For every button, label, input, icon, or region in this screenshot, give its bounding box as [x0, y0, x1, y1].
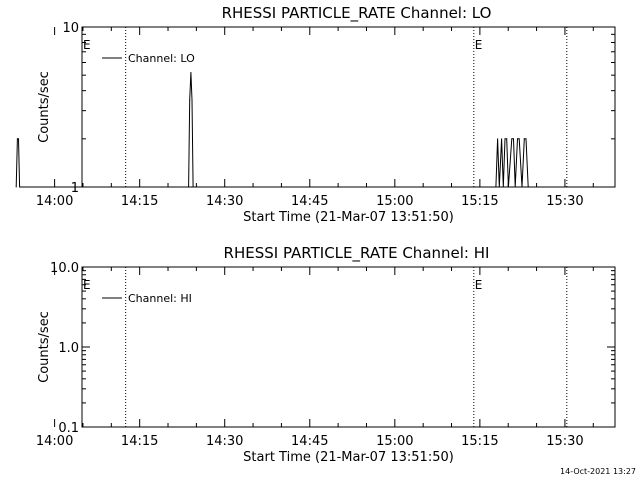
data-point	[521, 186, 523, 188]
data-point	[518, 138, 520, 140]
x-tick-label: 15:15	[461, 434, 498, 449]
data-point	[188, 186, 190, 188]
x-axis-label: Start Time (21-Mar-07 13:51:50)	[243, 210, 454, 225]
data-point	[506, 138, 508, 140]
y-axis-label: Counts/sec	[37, 71, 52, 143]
data-point	[16, 138, 18, 140]
plot-frame	[81, 266, 616, 428]
y-tick-label: 1	[71, 181, 79, 196]
data-point	[514, 186, 516, 188]
x-tick-label: 14:15	[121, 194, 158, 209]
data-point	[523, 138, 525, 140]
x-tick-label: 15:00	[376, 194, 413, 209]
data-point	[504, 138, 506, 140]
data-point	[19, 186, 21, 188]
data-point	[192, 186, 194, 188]
data-series-line	[15, 72, 529, 188]
chart-panel-1: RHESSI PARTICLE_RATE Channel: LO 14:00 14:…	[15, 4, 616, 225]
x-tick-label: 14:15	[121, 434, 158, 449]
data-point	[511, 138, 513, 140]
legend-label: Channel: LO	[128, 52, 195, 65]
data-point	[189, 99, 191, 101]
event-marker-label: E	[475, 278, 483, 292]
plot-frame	[81, 26, 616, 188]
y-axis-label: Counts/sec	[37, 311, 52, 383]
x-tick-label: 15:00	[376, 434, 413, 449]
data-point	[15, 186, 17, 188]
data-point	[501, 138, 503, 140]
data-point	[502, 186, 504, 188]
data-point	[190, 71, 192, 73]
x-tick-label: 14:45	[291, 434, 328, 449]
x-tick-label: 14:00	[36, 194, 73, 209]
legend-label: Channel: HI	[128, 292, 192, 305]
data-point	[495, 186, 497, 188]
data-point	[17, 138, 19, 140]
data-point	[191, 99, 193, 101]
event-marker-label: E	[475, 38, 483, 52]
chart-title: RHESSI PARTICLE_RATE Channel: HI	[224, 244, 490, 263]
x-axis-label: Start Time (21-Mar-07 13:51:50)	[243, 450, 454, 465]
x-tick-label: 14:00	[36, 434, 73, 449]
data-point	[527, 186, 529, 188]
chart-panel-2: RHESSI PARTICLE_RATE Channel: HI 14:00 14:…	[36, 244, 616, 465]
y-tick-label: 10	[62, 21, 79, 36]
footer-timestamp: 14-Oct-2021 13:27	[560, 467, 636, 476]
event-flag-left: E	[83, 278, 91, 292]
x-tick-label: 15:15	[461, 194, 498, 209]
data-point	[513, 138, 515, 140]
data-point	[507, 186, 509, 188]
event-flag-left: E	[83, 38, 91, 52]
y-tick-label: 0.1	[58, 421, 79, 436]
data-point	[20, 186, 22, 188]
x-tick-label: 15:30	[546, 194, 583, 209]
data-point	[498, 186, 500, 188]
y-tick-label: 10.0	[50, 261, 79, 276]
x-tick-label: 14:30	[206, 434, 243, 449]
y-tick-label: 1.0	[58, 341, 79, 356]
chart-title: RHESSI PARTICLE_RATE Channel: LO	[222, 4, 492, 23]
data-point	[497, 138, 499, 140]
x-tick-label: 15:30	[546, 434, 583, 449]
x-tick-label: 14:45	[291, 194, 328, 209]
data-point	[516, 138, 518, 140]
data-point	[525, 138, 527, 140]
x-tick-label: 14:30	[206, 194, 243, 209]
